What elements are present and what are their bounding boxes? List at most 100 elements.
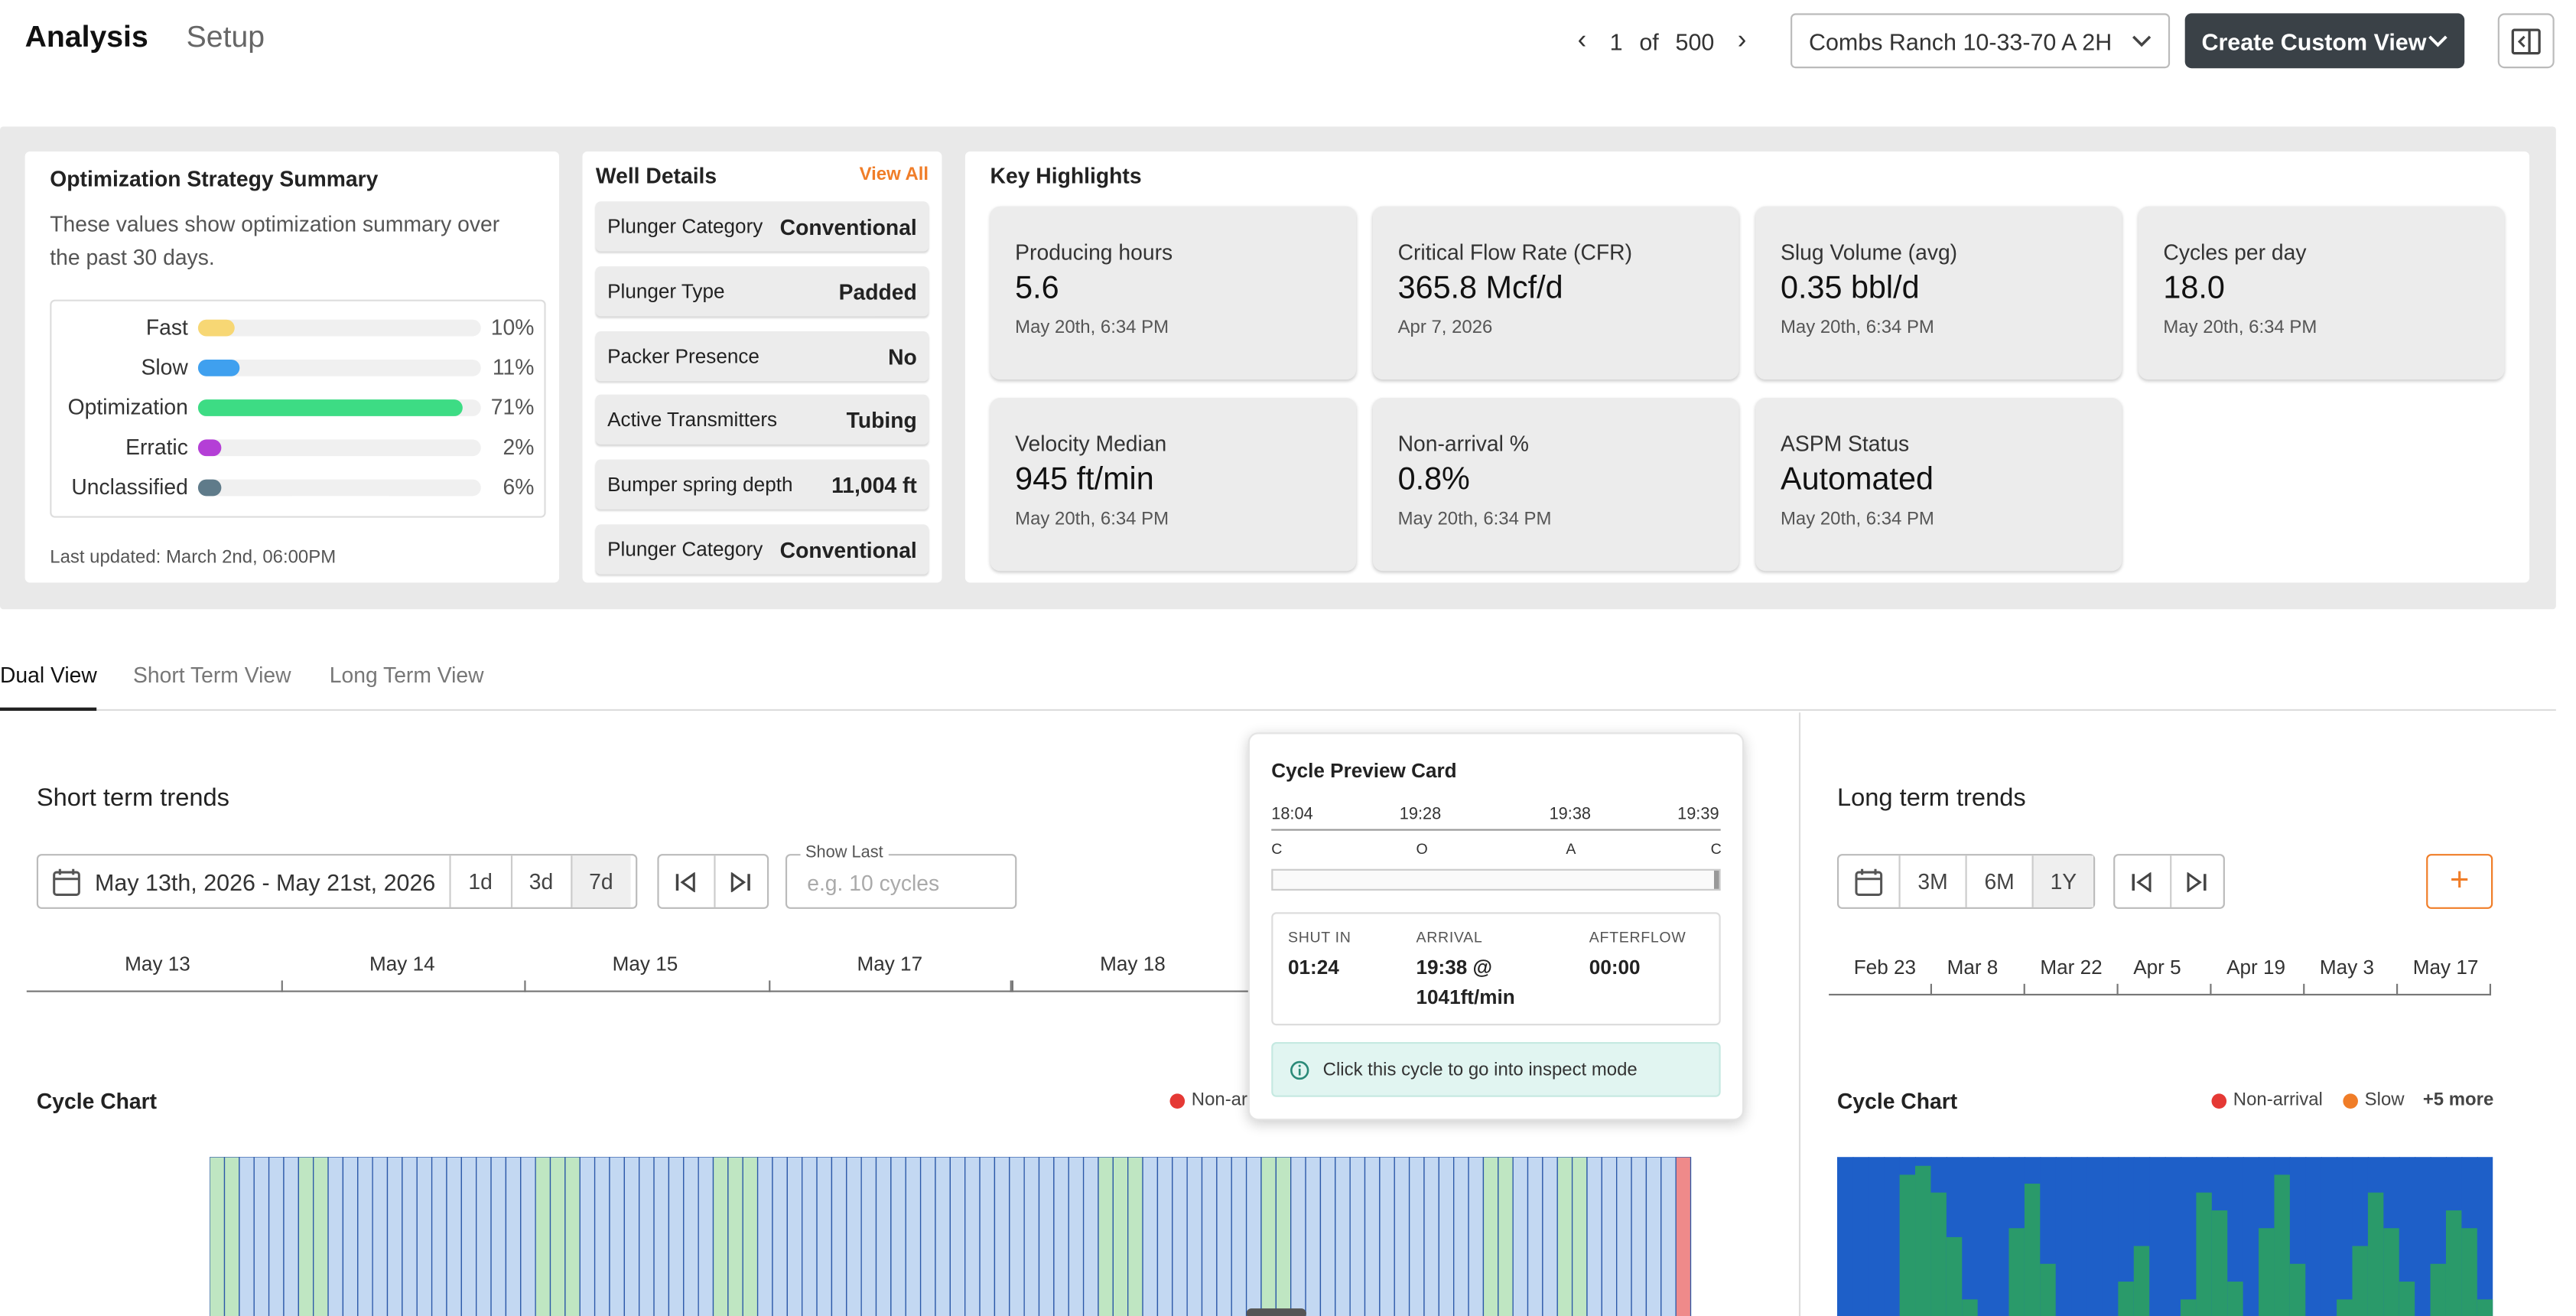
cycle-bar[interactable] (357, 1157, 373, 1316)
cycle-bar[interactable] (1023, 1157, 1040, 1316)
cycle-bar[interactable] (386, 1157, 403, 1316)
cycle-bar[interactable] (579, 1157, 596, 1316)
cycle-bar[interactable] (223, 1157, 240, 1316)
next-page-icon[interactable]: › (1737, 26, 1747, 55)
cycle-bar[interactable] (1394, 1157, 1410, 1316)
cycle-bar[interactable] (1186, 1157, 1203, 1316)
tab-short-term-view[interactable]: Short Term View (133, 662, 291, 688)
cycle-bar[interactable] (476, 1157, 492, 1316)
cycle-bar[interactable] (1498, 1157, 1514, 1316)
toggle-panel-button[interactable] (2497, 13, 2555, 69)
cycle-bar[interactable] (1172, 1157, 1188, 1316)
cycle-bar[interactable] (1068, 1157, 1085, 1316)
cycle-bar[interactable] (609, 1157, 625, 1316)
cycle-bar[interactable] (1571, 1157, 1588, 1316)
cycle-bar[interactable] (1009, 1157, 1025, 1316)
highlight-card[interactable]: ASPM Status Automated May 20th, 6:34 PM (1755, 397, 2122, 572)
cycle-bar[interactable] (1468, 1157, 1485, 1316)
cycle-bar[interactable] (816, 1157, 833, 1316)
cycle-bar[interactable] (1542, 1157, 1558, 1316)
cycle-bar[interactable] (1660, 1157, 1677, 1316)
cycle-bar[interactable] (446, 1157, 462, 1316)
lt-jump-end-button[interactable] (2169, 855, 2223, 907)
cycle-bar[interactable] (756, 1157, 773, 1316)
cycle-bar[interactable] (653, 1157, 670, 1316)
show-last-input[interactable]: Show Last e.g. 10 cycles (785, 844, 1017, 909)
cycle-bar[interactable] (1601, 1157, 1618, 1316)
cycle-bar[interactable] (1216, 1157, 1232, 1316)
cycle-bar[interactable] (772, 1157, 788, 1316)
tab-long-term-view[interactable]: Long Term View (329, 662, 484, 688)
cycle-bar[interactable] (890, 1157, 906, 1316)
cycle-bar[interactable] (298, 1157, 314, 1316)
cycle-bar[interactable] (712, 1157, 729, 1316)
well-select[interactable]: Combs Ranch 10-33-70 A 2H (1791, 13, 2171, 69)
cycle-bar[interactable] (520, 1157, 536, 1316)
cycle-bar[interactable] (1245, 1157, 1262, 1316)
range-3d-button[interactable]: 3d (510, 855, 570, 907)
cycle-bar[interactable] (372, 1157, 389, 1316)
cycle-bar[interactable] (1038, 1157, 1055, 1316)
cycle-bar[interactable] (1616, 1157, 1632, 1316)
cycle-bar[interactable] (549, 1157, 566, 1316)
highlight-card[interactable]: Critical Flow Rate (CFR) 365.8 Mcf/d Apr 7… (1372, 206, 1739, 380)
cycle-bar[interactable] (1453, 1157, 1469, 1316)
cycle-bar[interactable] (802, 1157, 818, 1316)
cycle-bar[interactable] (594, 1157, 610, 1316)
cycle-bar[interactable] (994, 1157, 1010, 1316)
lt-jump-start-button[interactable] (2115, 855, 2169, 907)
cycle-bar[interactable] (1349, 1157, 1366, 1316)
highlight-card[interactable]: Non-arrival % 0.8% May 20th, 6:34 PM (1372, 397, 1739, 572)
cycle-bar[interactable] (698, 1157, 714, 1316)
cycle-bar[interactable] (1275, 1157, 1292, 1316)
jump-start-button[interactable] (659, 855, 714, 907)
date-range-picker[interactable]: May 13th, 2026 - May 21st, 2026 (38, 855, 449, 907)
cycle-bar[interactable] (949, 1157, 966, 1316)
cycle-bar[interactable] (1408, 1157, 1425, 1316)
cycle-bar[interactable] (846, 1157, 862, 1316)
range-3m-button[interactable]: 3M (1898, 855, 1965, 907)
cycle-bar[interactable] (623, 1157, 640, 1316)
cycle-bar[interactable] (1423, 1157, 1439, 1316)
cycle-bar[interactable] (1156, 1157, 1173, 1316)
tab-dual-view[interactable]: Dual View (0, 662, 97, 688)
create-custom-view-button[interactable]: Create Custom View (2184, 13, 2465, 69)
cycle-bar[interactable] (935, 1157, 951, 1316)
view-all-link[interactable]: View All (859, 164, 929, 185)
cycle-bar[interactable] (727, 1157, 743, 1316)
cycle-bar[interactable] (535, 1157, 551, 1316)
cycle-bar[interactable] (268, 1157, 285, 1316)
cycle-bar[interactable] (742, 1157, 759, 1316)
cycle-bar[interactable] (1512, 1157, 1529, 1316)
add-chart-button[interactable]: + (2426, 854, 2493, 909)
cycle-bar[interactable] (342, 1157, 359, 1316)
long-term-calendar-button[interactable] (1839, 855, 1898, 907)
cycle-bar[interactable] (1260, 1157, 1277, 1316)
cycle-bar[interactable] (1527, 1157, 1543, 1316)
cycle-bar[interactable] (1319, 1157, 1336, 1316)
cycle-bar[interactable] (239, 1157, 255, 1316)
drag-handle[interactable] (1246, 1308, 1306, 1316)
cycle-bar[interactable] (416, 1157, 433, 1316)
cycle-bar[interactable] (460, 1157, 477, 1316)
cycle-bar[interactable] (1364, 1157, 1381, 1316)
cycle-bar[interactable] (860, 1157, 877, 1316)
cycle-bar[interactable] (1631, 1157, 1647, 1316)
cycle-bar[interactable] (210, 1157, 226, 1316)
cycle-bar[interactable] (490, 1157, 507, 1316)
cycle-bar[interactable] (1556, 1157, 1573, 1316)
range-6m-button[interactable]: 6M (1965, 855, 2032, 907)
highlight-card[interactable]: Cycles per day 18.0 May 20th, 6:34 PM (2138, 206, 2505, 380)
tab-setup[interactable]: Setup (186, 20, 265, 54)
cycle-bar[interactable] (1142, 1157, 1159, 1316)
cycle-bar[interactable] (1053, 1157, 1069, 1316)
cycle-bar[interactable] (1127, 1157, 1143, 1316)
cycle-bar[interactable] (1645, 1157, 1662, 1316)
cycle-bar[interactable] (905, 1157, 922, 1316)
cycle-bar[interactable] (1335, 1157, 1351, 1316)
cycle-bar[interactable] (979, 1157, 996, 1316)
inspect-hint[interactable]: Click this cycle to go into inspect mode (1271, 1041, 1721, 1097)
cycle-bar[interactable] (1098, 1157, 1114, 1316)
prev-page-icon[interactable]: ‹ (1577, 26, 1587, 55)
short-term-cycle-chart[interactable] (210, 1157, 1716, 1316)
